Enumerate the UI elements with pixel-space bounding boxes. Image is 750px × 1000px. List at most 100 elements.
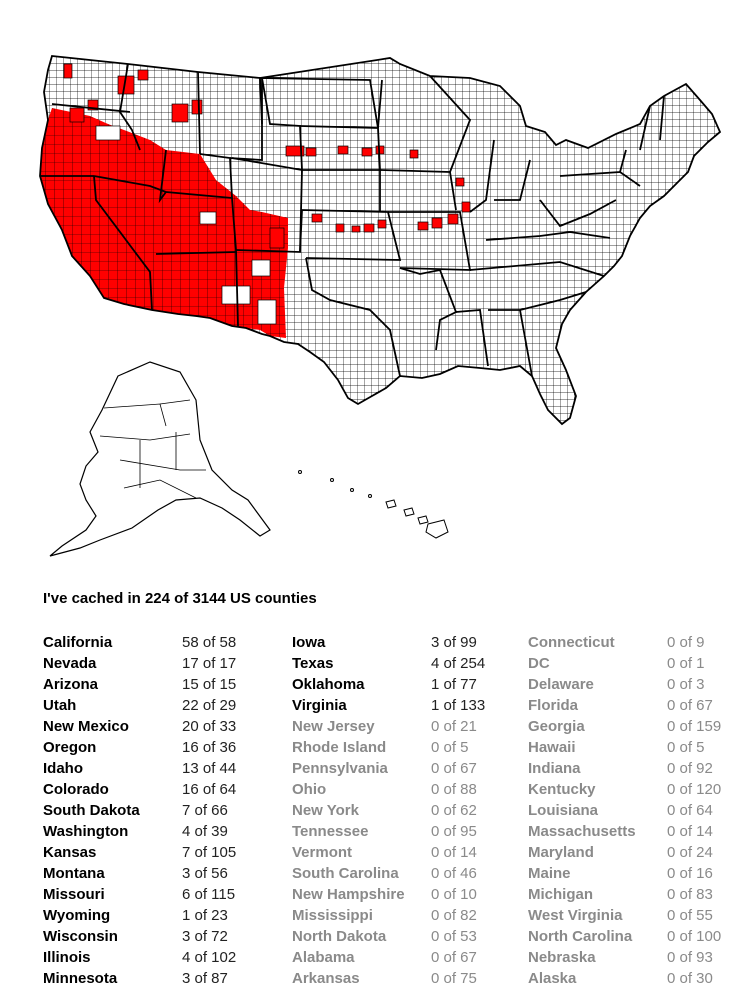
state-row: Georgia 0 of 159 xyxy=(528,716,750,737)
state-row: Arizona 15 of 15 xyxy=(43,674,273,695)
state-row: Idaho 13 of 44 xyxy=(43,758,273,779)
county-count: 6 of 115 xyxy=(182,886,236,903)
state-row: New Mexico 20 of 33 xyxy=(43,716,273,737)
state-column-1: California 58 of 58 Nevada 17 of 17 Arizona 1… xyxy=(43,632,273,989)
county-count: 0 of 62 xyxy=(431,802,477,819)
state-row: Massachusetts 0 of 14 xyxy=(528,821,750,842)
state-row: Kentucky 0 of 120 xyxy=(528,779,750,800)
state-name: Florida xyxy=(528,697,579,714)
us-county-map xyxy=(39,55,721,557)
state-row: Minnesota 3 of 87 xyxy=(43,968,273,989)
state-name: Illinois xyxy=(43,949,91,966)
state-name: Nebraska xyxy=(528,949,596,966)
county-count: 7 of 105 xyxy=(182,844,237,861)
state-name: Oklahoma xyxy=(292,676,365,693)
state-row: Florida 0 of 67 xyxy=(528,695,750,716)
state-row: Nevada 17 of 17 xyxy=(43,653,273,674)
county-count: 1 of 23 xyxy=(182,907,228,924)
state-name: Mississippi xyxy=(292,907,373,924)
state-row: Michigan 0 of 83 xyxy=(528,884,750,905)
state-name: Tennessee xyxy=(292,823,369,840)
state-name: Nevada xyxy=(43,655,97,672)
state-row: Indiana 0 of 92 xyxy=(528,758,750,779)
state-row: Wisconsin 3 of 72 xyxy=(43,926,273,947)
state-name: Kansas xyxy=(43,844,97,861)
county-count: 0 of 55 xyxy=(667,907,713,924)
state-name: Georgia xyxy=(528,718,585,735)
state-row: Louisiana 0 of 64 xyxy=(528,800,750,821)
alaska xyxy=(49,361,271,557)
state-name: New Mexico xyxy=(43,718,129,735)
county-count: 15 of 15 xyxy=(182,676,237,693)
county-count: 0 of 1 xyxy=(667,655,705,672)
county-count: 0 of 88 xyxy=(431,781,477,798)
state-row: Vermont 0 of 14 xyxy=(292,842,522,863)
county-count: 4 of 254 xyxy=(431,655,486,672)
state-borders xyxy=(39,55,721,425)
county-count: 0 of 92 xyxy=(667,760,713,777)
county-count: 0 of 30 xyxy=(667,970,713,987)
state-name: Arizona xyxy=(43,676,99,693)
county-count: 0 of 16 xyxy=(667,865,713,882)
state-row: North Dakota 0 of 53 xyxy=(292,926,522,947)
state-row: North Carolina 0 of 100 xyxy=(528,926,750,947)
state-name: South Carolina xyxy=(292,865,399,882)
state-row: Wyoming 1 of 23 xyxy=(43,905,273,926)
state-name: California xyxy=(43,634,113,651)
state-name: Hawaii xyxy=(528,739,576,756)
state-name: Montana xyxy=(43,865,105,882)
county-count: 7 of 66 xyxy=(182,802,228,819)
state-row: Alabama 0 of 67 xyxy=(292,947,522,968)
state-column-2: Iowa 3 of 99 Texas 4 of 254 Oklahoma 1 of 77 V… xyxy=(292,632,522,989)
state-row: Texas 4 of 254 xyxy=(292,653,522,674)
state-row: Nebraska 0 of 93 xyxy=(528,947,750,968)
state-name: Indiana xyxy=(528,760,581,777)
state-row: Hawaii 0 of 5 xyxy=(528,737,750,758)
state-row: Illinois 4 of 102 xyxy=(43,947,273,968)
state-row: Maryland 0 of 24 xyxy=(528,842,750,863)
state-row: Virginia 1 of 133 xyxy=(292,695,522,716)
county-count: 4 of 102 xyxy=(182,949,237,966)
county-count: 17 of 17 xyxy=(182,655,237,672)
state-row: Arkansas 0 of 75 xyxy=(292,968,522,989)
state-row: Alaska 0 of 30 xyxy=(528,968,750,989)
state-row: Delaware 0 of 3 xyxy=(528,674,750,695)
county-count: 0 of 46 xyxy=(431,865,477,882)
state-name: Ohio xyxy=(292,781,327,798)
state-name: Washington xyxy=(43,823,129,840)
state-row: Ohio 0 of 88 xyxy=(292,779,522,800)
visited-counties-scattered xyxy=(63,63,471,249)
state-row: South Carolina 0 of 46 xyxy=(292,863,522,884)
state-row: Kansas 7 of 105 xyxy=(43,842,273,863)
state-name: Massachusetts xyxy=(528,823,636,840)
state-name: South Dakota xyxy=(43,802,140,819)
state-row: Pennsylvania 0 of 67 xyxy=(292,758,522,779)
state-name: Utah xyxy=(43,697,77,714)
state-name: Idaho xyxy=(43,760,83,777)
county-count: 1 of 77 xyxy=(431,676,477,693)
state-row: Rhode Island 0 of 5 xyxy=(292,737,522,758)
state-name: Kentucky xyxy=(528,781,596,798)
county-count: 0 of 5 xyxy=(667,739,705,756)
state-name: Wisconsin xyxy=(43,928,118,945)
county-count: 0 of 21 xyxy=(431,718,477,735)
state-name: Rhode Island xyxy=(292,739,387,756)
county-count: 0 of 120 xyxy=(667,781,722,798)
state-row: Colorado 16 of 64 xyxy=(43,779,273,800)
state-name: Alabama xyxy=(292,949,355,966)
state-name: Virginia xyxy=(292,697,347,714)
state-name: Pennsylvania xyxy=(292,760,388,777)
state-row: Oregon 16 of 36 xyxy=(43,737,273,758)
state-name: New York xyxy=(292,802,359,819)
state-name: Arkansas xyxy=(292,970,360,987)
state-row: Utah 22 of 29 xyxy=(43,695,273,716)
state-name: Delaware xyxy=(528,676,594,693)
county-count: 0 of 67 xyxy=(667,697,713,714)
state-name: Connecticut xyxy=(528,634,615,651)
state-name: Missouri xyxy=(43,886,105,903)
county-count: 0 of 24 xyxy=(667,844,713,861)
county-count: 58 of 58 xyxy=(182,634,237,651)
county-count: 0 of 5 xyxy=(431,739,469,756)
state-row: Montana 3 of 56 xyxy=(43,863,273,884)
county-count: 0 of 83 xyxy=(667,886,713,903)
